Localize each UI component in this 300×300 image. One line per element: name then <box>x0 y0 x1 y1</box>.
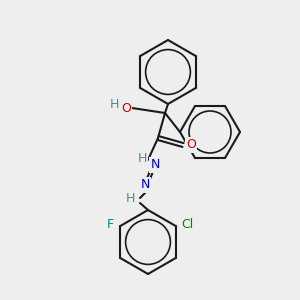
Text: O: O <box>186 139 196 152</box>
Text: Cl: Cl <box>182 218 194 230</box>
Text: N: N <box>150 158 160 172</box>
Text: F: F <box>107 218 114 230</box>
Text: N: N <box>140 178 150 191</box>
Text: O: O <box>121 101 131 115</box>
Text: H: H <box>137 152 147 164</box>
Text: H: H <box>125 191 135 205</box>
Text: H: H <box>109 98 119 112</box>
